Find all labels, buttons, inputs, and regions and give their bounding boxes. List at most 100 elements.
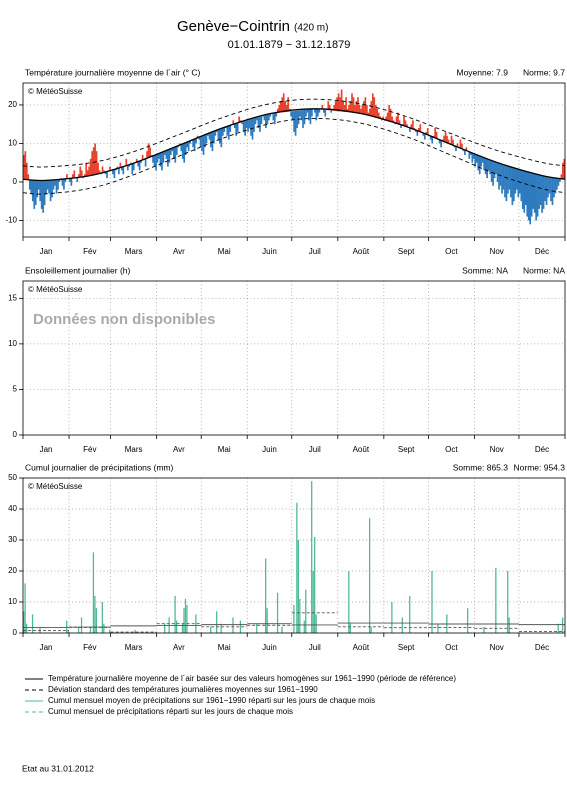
- temp-bar: [339, 97, 341, 112]
- temp-bar: [517, 168, 520, 198]
- normal-line: [22, 108, 566, 182]
- temp-bar: [207, 133, 209, 136]
- temp-bar: [291, 111, 294, 121]
- temp-bar: [456, 143, 459, 147]
- temp-bar: [327, 101, 330, 111]
- temp-bar: [383, 120, 386, 121]
- precip-bar: [466, 608, 469, 633]
- temp-bar: [419, 124, 422, 133]
- temp-bar: [175, 146, 178, 155]
- temp-bar: [48, 180, 50, 194]
- temp-bar: [174, 146, 177, 163]
- y-tick-label: -10: [5, 216, 17, 225]
- temp-bar: [273, 113, 276, 125]
- legend-label: Déviation standard des températures jour…: [48, 685, 318, 694]
- temp-bar: [135, 158, 138, 163]
- x-tick-label: Avr: [173, 247, 185, 256]
- temp-bar: [507, 165, 509, 194]
- temp-bar: [318, 109, 321, 113]
- temp-bar: [60, 178, 62, 179]
- temp-bar: [112, 169, 114, 175]
- temp-bar: [161, 152, 163, 171]
- temp-bar: [508, 166, 511, 190]
- temp-bar: [205, 134, 208, 144]
- x-tick-label: Nov: [490, 445, 504, 454]
- temp-bar: [317, 109, 319, 117]
- precip-bar: [508, 617, 510, 633]
- temp-bar: [422, 133, 425, 136]
- temp-bar: [302, 110, 304, 129]
- plot-frame: [22, 477, 566, 634]
- temp-bar: [219, 129, 221, 144]
- temp-bar: [70, 177, 73, 186]
- temp-bar: [520, 169, 523, 202]
- footer: Etat au 31.01.2012: [22, 763, 94, 773]
- temp-bar: [227, 126, 230, 140]
- temp-bar: [557, 178, 560, 186]
- temp-bar: [373, 97, 376, 118]
- precip-bar: [495, 567, 497, 633]
- temp-bar: [391, 116, 393, 123]
- plot-frame: [22, 280, 566, 436]
- temp-bar: [465, 147, 468, 151]
- precip-bar: [94, 595, 96, 633]
- temp-bar: [299, 110, 301, 117]
- temp-bar: [354, 104, 356, 113]
- temp-bar: [462, 149, 465, 152]
- temp-bar: [483, 157, 486, 171]
- temp-bar: [257, 117, 260, 129]
- temp-bar: [177, 145, 180, 148]
- temp-bar: [282, 93, 285, 113]
- temp-bar: [434, 128, 437, 139]
- temp-bar: [446, 135, 448, 143]
- x-tick-label: Juil: [309, 643, 321, 652]
- temp-bar: [296, 110, 298, 129]
- temp-bar: [186, 142, 189, 148]
- temp-bar: [54, 179, 56, 186]
- precip-bar: [92, 552, 95, 633]
- temp-bar: [398, 120, 401, 125]
- precip-bar: [67, 629, 69, 633]
- precip-bar: [483, 626, 485, 633]
- temp-bar: [213, 131, 215, 144]
- temp-bar: [498, 162, 500, 190]
- temp-bar: [92, 147, 95, 175]
- temp-bar: [360, 108, 362, 114]
- y-tick-label: 10: [8, 597, 17, 606]
- temp-bar: [530, 172, 533, 217]
- panel-title: Température journalière moyenne de l´air…: [25, 67, 201, 77]
- temp-bar: [198, 137, 200, 140]
- temp-bar: [254, 118, 257, 125]
- y-tick-label: 40: [8, 504, 17, 513]
- precip-bar: [39, 626, 41, 633]
- temp-bar: [431, 136, 434, 144]
- temp-bar: [554, 177, 557, 194]
- precip-bar: [311, 481, 313, 633]
- temp-bar: [394, 123, 396, 125]
- temp-bar: [352, 97, 355, 113]
- x-tick-label: Nov: [490, 247, 504, 256]
- x-tick-label: Mai: [218, 445, 231, 454]
- temp-bar: [406, 124, 408, 127]
- temp-bar: [138, 160, 141, 171]
- temp-bar: [315, 109, 318, 121]
- precip-bar: [77, 626, 80, 633]
- temp-bar: [214, 130, 217, 136]
- temp-bar: [486, 158, 488, 179]
- temp-bar: [355, 101, 358, 114]
- precip-bar: [431, 571, 433, 633]
- temp-bar: [515, 168, 518, 190]
- temp-bar: [121, 166, 123, 171]
- temp-bar: [464, 149, 466, 155]
- y-tick-label: 0: [13, 628, 18, 637]
- temp-bar: [118, 167, 120, 175]
- x-tick-label: Nov: [490, 643, 504, 652]
- temp-bar: [474, 153, 477, 167]
- panel-title: Ensoleillement journalier (h): [25, 265, 131, 275]
- temp-bar: [141, 154, 144, 160]
- temp-bar: [541, 175, 543, 213]
- temp-bar: [109, 166, 111, 171]
- temp-bar: [63, 178, 65, 190]
- temp-bar: [211, 132, 214, 152]
